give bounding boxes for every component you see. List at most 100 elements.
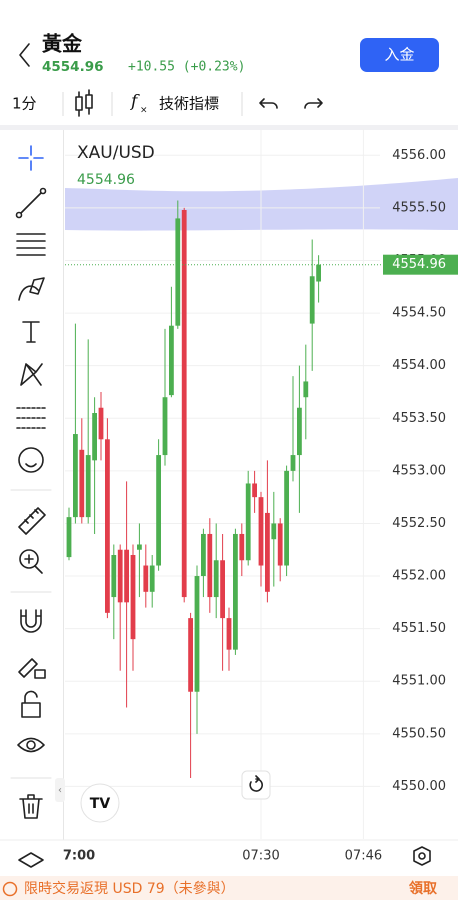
- candle-body: [111, 555, 117, 598]
- delete-tool[interactable]: [19, 794, 43, 819]
- banner-action[interactable]: 領取: [409, 880, 438, 897]
- undo[interactable]: [259, 98, 278, 109]
- y-tick-label: 4554.50: [392, 306, 446, 321]
- candle-body: [271, 523, 277, 540]
- candle-body: [239, 533, 245, 561]
- deposit-button[interactable]: [360, 38, 439, 72]
- candle-body: [169, 325, 174, 396]
- candle-body: [201, 533, 206, 577]
- banner-text: 限時交易返現 USD 79（未參與）: [24, 880, 235, 897]
- y-tick-label: 4551.00: [392, 674, 446, 689]
- fib-tool[interactable]: [16, 233, 46, 256]
- redo[interactable]: [304, 98, 323, 109]
- candle-body: [297, 407, 302, 456]
- indicators[interactable]: 技術指標: [159, 95, 219, 113]
- y-tick-label: 4556.00: [392, 148, 446, 163]
- candle-body: [149, 565, 155, 592]
- divider: [0, 125, 458, 130]
- collapse-toolbar[interactable]: [55, 778, 65, 802]
- candle-body: [137, 544, 142, 550]
- candle-body: [194, 576, 200, 692]
- candle-body: [73, 434, 78, 518]
- candle-body: [124, 549, 129, 603]
- y-tick-label: 4550.50: [392, 726, 446, 741]
- layers-tool[interactable]: [18, 852, 44, 868]
- banner: [0, 876, 458, 900]
- candle-body: [130, 555, 136, 640]
- candle-body: [213, 560, 219, 598]
- candle-body: [290, 455, 296, 471]
- settings: [418, 852, 426, 860]
- y-tick-label: 4554.00: [392, 358, 446, 373]
- collapse-toolbar: ‹: [58, 785, 62, 796]
- drawing-tools: [10, 145, 52, 868]
- line-tool[interactable]: [19, 191, 43, 215]
- candle-body: [233, 533, 238, 650]
- title: 黃金: [42, 32, 83, 56]
- lock-tool[interactable]: [21, 690, 41, 718]
- reset-icon: [249, 775, 263, 792]
- y-tick-label: 4551.50: [392, 621, 446, 636]
- last-price-box: [383, 254, 458, 275]
- candle-body: [252, 483, 257, 498]
- back-button[interactable]: [19, 43, 30, 67]
- candle-body: [98, 407, 104, 440]
- y-tick-label: 4555.50: [392, 200, 446, 215]
- candle-body: [181, 209, 187, 598]
- reset-button[interactable]: [241, 770, 271, 800]
- visibility-tool[interactable]: [17, 737, 45, 753]
- interval[interactable]: 1分: [12, 95, 37, 113]
- settings[interactable]: [413, 846, 431, 866]
- candle-body: [79, 449, 85, 518]
- candle-body: [309, 276, 315, 324]
- candle-body: [175, 218, 181, 326]
- y-tick-label: 4553.00: [392, 463, 446, 478]
- y-tick-label: 4552.50: [392, 516, 446, 531]
- fx-icon[interactable]: f: [129, 92, 140, 112]
- visibility-tool: [26, 740, 36, 750]
- fx-icon: ×: [140, 106, 148, 116]
- pattern-tool[interactable]: [20, 363, 43, 386]
- candle-body: [226, 618, 232, 650]
- text-tool[interactable]: [22, 321, 40, 343]
- lock-draw-tool[interactable]: [18, 658, 46, 679]
- candle-body: [66, 517, 72, 558]
- emoji-tool: [25, 463, 37, 468]
- deposit-label: 入金: [384, 46, 414, 64]
- zoom-tool[interactable]: [19, 549, 39, 569]
- separator: [10, 489, 52, 779]
- symbol: XAU/USD: [77, 143, 155, 163]
- tv-logo[interactable]: [80, 783, 120, 823]
- last-price-label: 4554.96: [392, 257, 446, 272]
- candle-body: [316, 264, 321, 282]
- candle-body: [92, 413, 97, 461]
- chart-type-icon[interactable]: [75, 89, 93, 117]
- ruler-tool[interactable]: [18, 507, 46, 535]
- banner-icon: [2, 881, 18, 897]
- line-tool: [39, 187, 47, 195]
- y-tick-label: 4550.00: [392, 779, 446, 794]
- candle-body: [258, 497, 264, 566]
- x-tick-label: 07:46: [345, 849, 382, 864]
- projection-tool[interactable]: [16, 407, 46, 429]
- y-tick-label: 4552.00: [392, 569, 446, 584]
- candle-body: [105, 439, 110, 613]
- candle-body: [143, 565, 149, 592]
- crosshair-tool[interactable]: [18, 145, 44, 171]
- candle-body: [156, 455, 161, 566]
- candle-body: [85, 455, 91, 518]
- candle-body: [220, 560, 225, 619]
- emoji-tool[interactable]: [18, 447, 44, 473]
- candle-body: [303, 381, 309, 398]
- line-tool: [15, 211, 23, 219]
- y-tick-label: 4553.50: [392, 411, 446, 426]
- brush-tool[interactable]: [18, 277, 45, 301]
- magnet-tool[interactable]: [20, 609, 42, 633]
- candle-body: [117, 549, 123, 603]
- candle-body: [162, 397, 168, 456]
- legend-price: 4554.96: [77, 172, 135, 188]
- x-tick-label: 7:00: [63, 849, 95, 864]
- price: 4554.96: [42, 59, 104, 75]
